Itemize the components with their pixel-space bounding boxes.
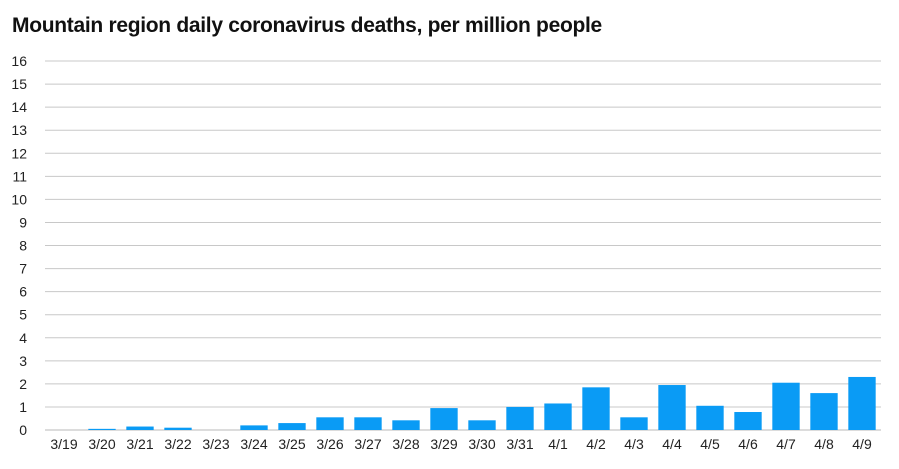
x-tick-label: 4/5 [700, 436, 720, 452]
x-tick-label: 3/23 [202, 436, 229, 452]
y-tick-label: 6 [19, 284, 27, 300]
bar-3-22 [164, 427, 192, 430]
x-tick-label: 3/27 [354, 436, 381, 452]
x-tick-label: 3/25 [278, 436, 305, 452]
bar-3-24 [240, 425, 268, 430]
x-tick-label: 3/21 [126, 436, 153, 452]
x-tick-label: 3/29 [430, 436, 457, 452]
y-tick-label: 14 [11, 99, 27, 115]
bar-4-7 [772, 382, 800, 430]
bar-4-9 [848, 376, 876, 430]
bar-3-21 [126, 426, 154, 430]
x-tick-label: 3/28 [392, 436, 419, 452]
y-tick-label: 13 [11, 122, 27, 138]
x-tick-label: 3/26 [316, 436, 343, 452]
x-tick-label: 3/20 [88, 436, 115, 452]
bar-3-31 [506, 406, 534, 430]
x-tick-label: 3/22 [164, 436, 191, 452]
x-tick-label: 3/24 [240, 436, 267, 452]
y-tick-label: 10 [11, 191, 27, 207]
bar-4-2 [582, 387, 610, 430]
x-tick-label: 4/9 [852, 436, 872, 452]
bar-4-4 [658, 385, 686, 430]
bar-3-26 [316, 417, 344, 430]
x-tick-label: 4/8 [814, 436, 834, 452]
y-tick-label: 2 [19, 376, 27, 392]
x-tick-label: 3/31 [506, 436, 533, 452]
y-tick-label: 0 [19, 422, 27, 438]
bar-3-30 [468, 420, 496, 430]
bar-3-29 [430, 408, 458, 430]
x-tick-label: 4/1 [548, 436, 568, 452]
x-tick-label: 3/30 [468, 436, 495, 452]
x-tick-label: 4/2 [586, 436, 606, 452]
bar-3-27 [354, 417, 382, 430]
x-tick-label: 4/4 [662, 436, 682, 452]
bar-4-1 [544, 403, 572, 430]
y-tick-label: 16 [11, 53, 27, 69]
y-tick-label: 11 [12, 168, 27, 184]
x-tick-label: 4/7 [776, 436, 796, 452]
y-tick-label: 5 [19, 307, 27, 323]
bar-3-25 [278, 423, 306, 430]
chart-title: Mountain region daily coronavirus deaths… [12, 14, 602, 37]
bar-3-28 [392, 420, 420, 430]
gridlines [45, 60, 881, 431]
y-tick-label: 7 [19, 261, 27, 277]
y-tick-label: 1 [19, 399, 27, 415]
bar-4-3 [620, 417, 648, 430]
y-tick-label: 12 [11, 145, 27, 161]
y-tick-label: 8 [19, 238, 27, 254]
bar-3-20 [88, 428, 116, 430]
y-tick-label: 4 [19, 330, 27, 346]
y-tick-label: 3 [19, 353, 27, 369]
y-tick-label: 9 [19, 214, 27, 230]
bar-4-5 [696, 405, 724, 430]
x-tick-label: 4/6 [738, 436, 758, 452]
bar-4-8 [810, 393, 838, 430]
bar-4-6 [734, 412, 762, 430]
x-tick-label: 3/19 [50, 436, 77, 452]
bars [88, 376, 876, 430]
y-tick-label: 15 [11, 76, 27, 92]
x-axis-ticks: 3/19 3/20 3/21 3/22 3/23 3/24 3/25 3/26 3/27 3/28… [50, 436, 872, 452]
x-tick-label: 4/3 [624, 436, 644, 452]
